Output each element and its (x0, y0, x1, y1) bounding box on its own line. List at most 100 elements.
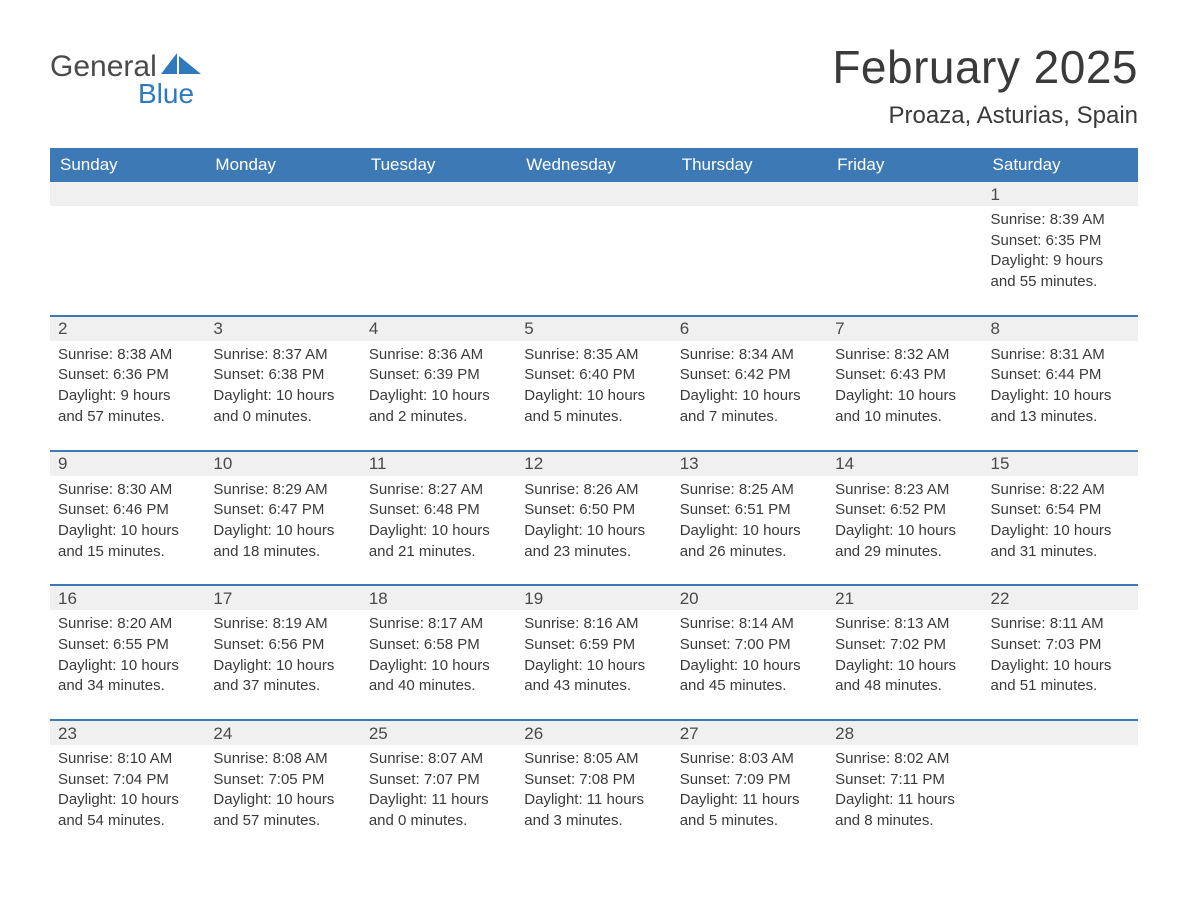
sunrise-line: Sunrise: 8:10 AM (58, 749, 197, 770)
week-row: 1Sunrise: 8:39 AMSunset: 6:35 PMDaylight… (50, 182, 1138, 301)
day-number: 18 (369, 589, 388, 609)
daynum-bar (516, 182, 671, 206)
calendar-cell: 9Sunrise: 8:30 AMSunset: 6:46 PMDaylight… (50, 452, 205, 571)
day-details: Sunrise: 8:13 AMSunset: 7:02 PMDaylight:… (827, 610, 982, 697)
calendar-cell-empty (516, 182, 671, 301)
sunrise-line: Sunrise: 8:30 AM (58, 480, 197, 501)
daylight-line-1: Daylight: 10 hours (213, 386, 352, 407)
sunrise-line: Sunrise: 8:25 AM (680, 480, 819, 501)
day-number: 10 (213, 454, 232, 474)
sunset-line: Sunset: 6:42 PM (680, 365, 819, 386)
day-details: Sunrise: 8:17 AMSunset: 6:58 PMDaylight:… (361, 610, 516, 697)
daylight-line-1: Daylight: 10 hours (58, 656, 197, 677)
calendar-cell: 24Sunrise: 8:08 AMSunset: 7:05 PMDayligh… (205, 721, 360, 840)
daylight-line-2: and 43 minutes. (524, 676, 663, 697)
sunset-line: Sunset: 6:46 PM (58, 500, 197, 521)
calendar-cell: 3Sunrise: 8:37 AMSunset: 6:38 PMDaylight… (205, 317, 360, 436)
sunrise-line: Sunrise: 8:27 AM (369, 480, 508, 501)
daylight-line-2: and 29 minutes. (835, 542, 974, 563)
weeks-container: 1Sunrise: 8:39 AMSunset: 6:35 PMDaylight… (50, 182, 1138, 840)
weekday-header: Friday (827, 148, 982, 182)
daynum-bar: 17 (205, 586, 360, 610)
calendar-cell: 1Sunrise: 8:39 AMSunset: 6:35 PMDaylight… (983, 182, 1138, 301)
day-number: 3 (213, 319, 222, 339)
daynum-bar: 14 (827, 452, 982, 476)
day-number: 27 (680, 724, 699, 744)
daynum-bar: 16 (50, 586, 205, 610)
sunrise-line: Sunrise: 8:03 AM (680, 749, 819, 770)
daylight-line-1: Daylight: 11 hours (524, 790, 663, 811)
day-details: Sunrise: 8:34 AMSunset: 6:42 PMDaylight:… (672, 341, 827, 428)
daylight-line-2: and 0 minutes. (369, 811, 508, 832)
sunset-line: Sunset: 6:48 PM (369, 500, 508, 521)
day-details: Sunrise: 8:30 AMSunset: 6:46 PMDaylight:… (50, 476, 205, 563)
daylight-line-1: Daylight: 10 hours (213, 790, 352, 811)
daynum-bar (205, 182, 360, 206)
sunrise-line: Sunrise: 8:36 AM (369, 345, 508, 366)
daylight-line-1: Daylight: 9 hours (991, 251, 1130, 272)
calendar-cell: 8Sunrise: 8:31 AMSunset: 6:44 PMDaylight… (983, 317, 1138, 436)
day-number: 23 (58, 724, 77, 744)
daynum-bar (983, 721, 1138, 745)
daylight-line-1: Daylight: 10 hours (58, 790, 197, 811)
sunset-line: Sunset: 6:59 PM (524, 635, 663, 656)
daylight-line-1: Daylight: 10 hours (369, 521, 508, 542)
day-details: Sunrise: 8:05 AMSunset: 7:08 PMDaylight:… (516, 745, 671, 832)
daylight-line-2: and 7 minutes. (680, 407, 819, 428)
brand-logo: General Blue (50, 50, 203, 110)
daylight-line-1: Daylight: 10 hours (991, 521, 1130, 542)
day-number: 4 (369, 319, 378, 339)
daynum-bar: 12 (516, 452, 671, 476)
daylight-line-2: and 48 minutes. (835, 676, 974, 697)
title-block: February 2025 Proaza, Asturias, Spain (832, 40, 1138, 130)
weekday-header-row: SundayMondayTuesdayWednesdayThursdayFrid… (50, 148, 1138, 182)
sunset-line: Sunset: 6:47 PM (213, 500, 352, 521)
calendar-cell: 4Sunrise: 8:36 AMSunset: 6:39 PMDaylight… (361, 317, 516, 436)
day-details: Sunrise: 8:14 AMSunset: 7:00 PMDaylight:… (672, 610, 827, 697)
sunset-line: Sunset: 6:35 PM (991, 231, 1130, 252)
daynum-bar: 9 (50, 452, 205, 476)
daynum-bar: 23 (50, 721, 205, 745)
day-details: Sunrise: 8:29 AMSunset: 6:47 PMDaylight:… (205, 476, 360, 563)
day-details: Sunrise: 8:37 AMSunset: 6:38 PMDaylight:… (205, 341, 360, 428)
daynum-bar: 1 (983, 182, 1138, 206)
daynum-bar: 8 (983, 317, 1138, 341)
day-details: Sunrise: 8:35 AMSunset: 6:40 PMDaylight:… (516, 341, 671, 428)
day-number: 13 (680, 454, 699, 474)
location-subtitle: Proaza, Asturias, Spain (832, 102, 1138, 130)
sunrise-line: Sunrise: 8:08 AM (213, 749, 352, 770)
calendar-cell-empty (983, 721, 1138, 840)
daylight-line-2: and 2 minutes. (369, 407, 508, 428)
sunrise-line: Sunrise: 8:02 AM (835, 749, 974, 770)
weekday-header: Tuesday (361, 148, 516, 182)
sunrise-line: Sunrise: 8:19 AM (213, 614, 352, 635)
calendar-cell-empty (361, 182, 516, 301)
page-title: February 2025 (832, 40, 1138, 94)
daylight-line-1: Daylight: 10 hours (835, 521, 974, 542)
daylight-line-2: and 26 minutes. (680, 542, 819, 563)
sunrise-line: Sunrise: 8:05 AM (524, 749, 663, 770)
day-number: 28 (835, 724, 854, 744)
daynum-bar: 20 (672, 586, 827, 610)
calendar-cell: 23Sunrise: 8:10 AMSunset: 7:04 PMDayligh… (50, 721, 205, 840)
daynum-bar: 15 (983, 452, 1138, 476)
daynum-bar (827, 182, 982, 206)
weekday-header: Sunday (50, 148, 205, 182)
daylight-line-2: and 57 minutes. (58, 407, 197, 428)
sunrise-line: Sunrise: 8:23 AM (835, 480, 974, 501)
sunset-line: Sunset: 6:50 PM (524, 500, 663, 521)
calendar-cell: 13Sunrise: 8:25 AMSunset: 6:51 PMDayligh… (672, 452, 827, 571)
daylight-line-2: and 31 minutes. (991, 542, 1130, 563)
daylight-line-1: Daylight: 10 hours (680, 521, 819, 542)
day-number: 22 (991, 589, 1010, 609)
daynum-bar: 13 (672, 452, 827, 476)
daylight-line-2: and 45 minutes. (680, 676, 819, 697)
calendar-cell: 6Sunrise: 8:34 AMSunset: 6:42 PMDaylight… (672, 317, 827, 436)
daylight-line-2: and 34 minutes. (58, 676, 197, 697)
day-number: 6 (680, 319, 689, 339)
daynum-bar: 25 (361, 721, 516, 745)
weekday-header: Saturday (983, 148, 1138, 182)
day-number: 24 (213, 724, 232, 744)
day-details: Sunrise: 8:39 AMSunset: 6:35 PMDaylight:… (983, 206, 1138, 293)
day-details: Sunrise: 8:32 AMSunset: 6:43 PMDaylight:… (827, 341, 982, 428)
